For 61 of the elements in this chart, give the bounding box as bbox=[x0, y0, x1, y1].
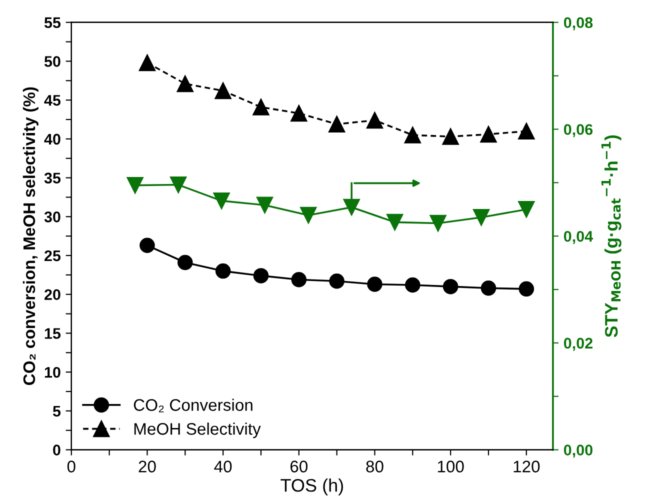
y2-tick-label: 0,02 bbox=[564, 338, 592, 351]
x-tick-label: 40 bbox=[214, 460, 232, 472]
y2-tick-label: 0,04 bbox=[564, 230, 594, 244]
point bbox=[518, 281, 534, 297]
y-tick-label: 0 bbox=[53, 444, 60, 456]
point bbox=[214, 82, 232, 100]
point bbox=[442, 128, 459, 145]
y-tick-label: 30 bbox=[44, 212, 60, 222]
point bbox=[442, 278, 458, 294]
point bbox=[300, 206, 317, 224]
point bbox=[404, 126, 421, 144]
point bbox=[386, 214, 404, 231]
x-tick-label: 60 bbox=[290, 460, 308, 472]
point bbox=[366, 112, 384, 129]
point bbox=[215, 263, 231, 279]
y2-tick-label: 0,06 bbox=[564, 124, 593, 138]
point bbox=[252, 98, 270, 116]
point bbox=[176, 75, 194, 92]
point bbox=[178, 254, 193, 270]
y-tick-label: 15 bbox=[44, 328, 61, 339]
point bbox=[140, 238, 155, 254]
point bbox=[290, 104, 308, 122]
y2-tick-label: 0,08 bbox=[564, 17, 593, 30]
y-tick-label: 35 bbox=[44, 172, 61, 184]
point bbox=[480, 126, 497, 143]
y-tick-label: 25 bbox=[44, 250, 61, 262]
point bbox=[138, 54, 156, 72]
y2-axis-title: STY$_{MeOH}$ (g·g$_{cat}$$^{−1}$·h$^{−1}$) bbox=[601, 135, 622, 338]
point bbox=[480, 280, 496, 296]
y-tick-label: 45 bbox=[44, 95, 61, 106]
y-axis-title: CO₂ conversion, MeOH selectivity (%) bbox=[22, 87, 38, 385]
y2-tick-label: 0,00 bbox=[564, 444, 592, 458]
point bbox=[430, 214, 446, 232]
x-tick-label: 100 bbox=[438, 460, 464, 472]
point bbox=[405, 277, 420, 293]
point bbox=[367, 276, 382, 292]
x-tick-label: 80 bbox=[366, 460, 384, 472]
legend-label: MeOH Selectivity bbox=[134, 422, 261, 438]
legend-label: CO₂ Conversion bbox=[134, 398, 252, 412]
y-tick-label: 40 bbox=[44, 134, 60, 145]
y-tick-label: 20 bbox=[44, 289, 60, 300]
y-tick-label: 10 bbox=[44, 366, 60, 378]
x-tick-label: 120 bbox=[514, 460, 540, 472]
point bbox=[329, 274, 344, 289]
x-axis-title: TOS (h) bbox=[280, 478, 343, 496]
point bbox=[170, 176, 187, 194]
y-tick-label: 55 bbox=[44, 17, 61, 28]
point bbox=[253, 268, 269, 284]
point bbox=[518, 201, 535, 218]
x-tick-label: 20 bbox=[138, 460, 156, 472]
point bbox=[213, 192, 230, 210]
point bbox=[256, 196, 274, 214]
point bbox=[126, 176, 144, 194]
y-tick-label: 5 bbox=[52, 406, 61, 417]
point bbox=[472, 209, 490, 226]
x-tick-label: 0 bbox=[67, 460, 76, 472]
point bbox=[328, 116, 346, 132]
point bbox=[291, 272, 307, 288]
point bbox=[343, 198, 360, 216]
y-tick-label: 50 bbox=[44, 56, 60, 67]
point bbox=[518, 122, 535, 140]
